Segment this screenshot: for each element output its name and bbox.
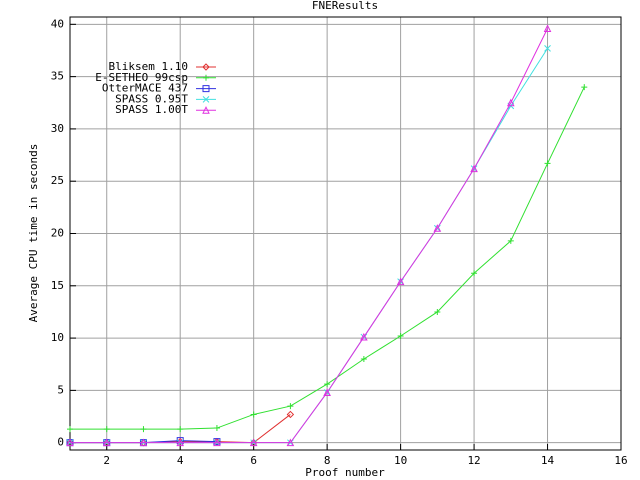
- legend-marker: [202, 85, 210, 93]
- plot-frame: [69, 16, 622, 451]
- data-point: [397, 332, 404, 339]
- legend-label: SPASS 0.95T: [115, 92, 188, 105]
- series-line: [70, 28, 548, 444]
- y-tick-label: 15: [51, 279, 64, 292]
- x-tick-label: 14: [541, 454, 555, 467]
- x-tick-label: 4: [177, 454, 184, 467]
- data-point: [433, 224, 442, 232]
- data-point: [471, 270, 478, 277]
- data-point: [140, 426, 147, 433]
- data-point: [250, 411, 257, 418]
- data-point: [213, 425, 220, 432]
- data-point: [286, 410, 295, 419]
- data-point: [544, 45, 551, 52]
- x-tick-label: 12: [467, 454, 480, 467]
- data-point: [102, 438, 111, 447]
- y-tick-label: 20: [51, 227, 64, 240]
- x-axis-label: Proof number: [305, 466, 385, 479]
- legend-marker: [203, 74, 209, 81]
- x-tick-label: 8: [324, 454, 331, 467]
- legend-marker: [202, 96, 210, 103]
- data-point: [66, 438, 74, 447]
- y-tick-label: 10: [51, 331, 64, 344]
- data-point: [103, 426, 110, 433]
- legend-label: OtterMACE 437: [102, 82, 188, 95]
- legend-marker: [202, 106, 210, 114]
- x-tick-label: 16: [614, 454, 627, 467]
- data-point: [507, 237, 514, 244]
- y-tick-label: 25: [51, 174, 64, 187]
- x-tick-label: 10: [394, 454, 407, 467]
- data-point: [360, 356, 367, 363]
- legend-label: Bliksem 1.10: [109, 60, 188, 73]
- y-tick-label: 30: [51, 122, 64, 135]
- y-tick-label: 0: [57, 436, 64, 449]
- data-point: [67, 426, 73, 433]
- data-point: [287, 403, 294, 410]
- data-point: [176, 437, 184, 445]
- y-tick-label: 35: [51, 70, 64, 83]
- data-point: [544, 160, 551, 167]
- legend-label: SPASS 1.00T: [115, 103, 188, 116]
- data-point: [396, 277, 405, 286]
- chart-title: FNEResults: [312, 0, 378, 12]
- legend-marker: [202, 63, 210, 71]
- data-point: [286, 438, 295, 447]
- data-point: [360, 332, 368, 341]
- data-point: [323, 388, 331, 396]
- data-point: [177, 426, 184, 433]
- data-point: [581, 84, 588, 91]
- x-tick-label: 6: [250, 454, 257, 467]
- data-point: [543, 24, 552, 33]
- data-point: [470, 164, 478, 173]
- data-point: [249, 438, 258, 447]
- data-point: [213, 438, 221, 447]
- y-axis-label: Average CPU time in seconds: [27, 144, 40, 323]
- data-point: [324, 381, 331, 388]
- data-point: [176, 438, 185, 447]
- y-tick-label: 40: [51, 17, 64, 30]
- data-point: [139, 438, 148, 447]
- y-tick-label: 5: [57, 383, 64, 396]
- x-tick-label: 2: [103, 454, 110, 467]
- data-point: [434, 308, 441, 315]
- data-point: [506, 98, 515, 107]
- legend-label: E-SETHEO 99csp: [95, 71, 188, 84]
